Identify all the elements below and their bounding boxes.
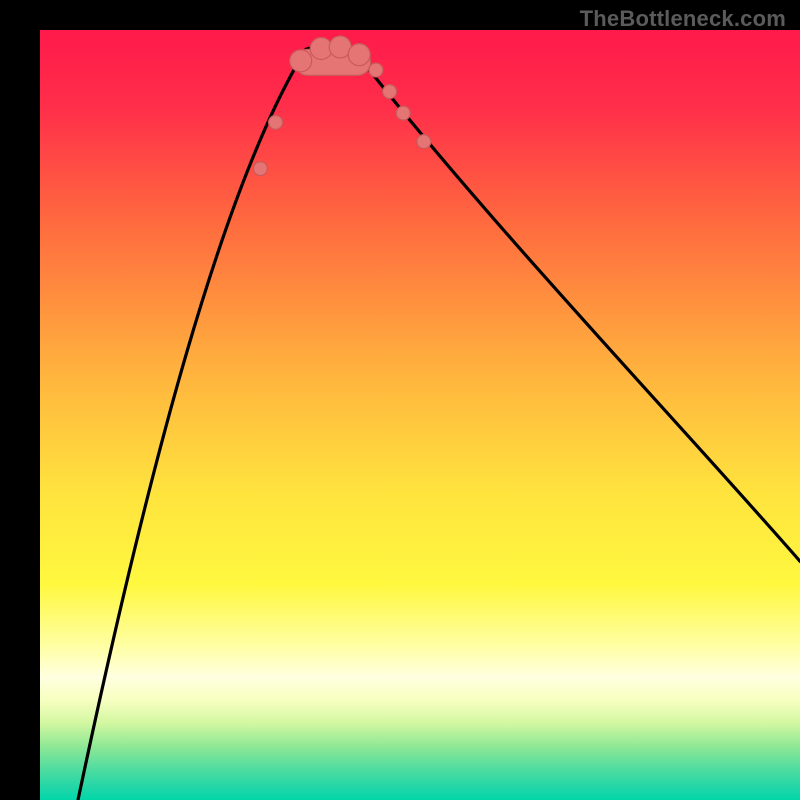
chart-container: TheBottleneck.com <box>0 0 800 800</box>
marker-dot <box>417 135 431 149</box>
watermark-text: TheBottleneck.com <box>580 6 786 32</box>
marker-dot <box>290 50 312 72</box>
plot-area <box>40 30 800 800</box>
marker-dot <box>396 106 410 120</box>
marker-dot <box>269 115 283 129</box>
plot-svg <box>40 30 800 800</box>
marker-dot <box>253 162 267 176</box>
marker-dot <box>348 44 370 66</box>
marker-dot <box>369 63 383 77</box>
marker-dot <box>383 85 397 99</box>
